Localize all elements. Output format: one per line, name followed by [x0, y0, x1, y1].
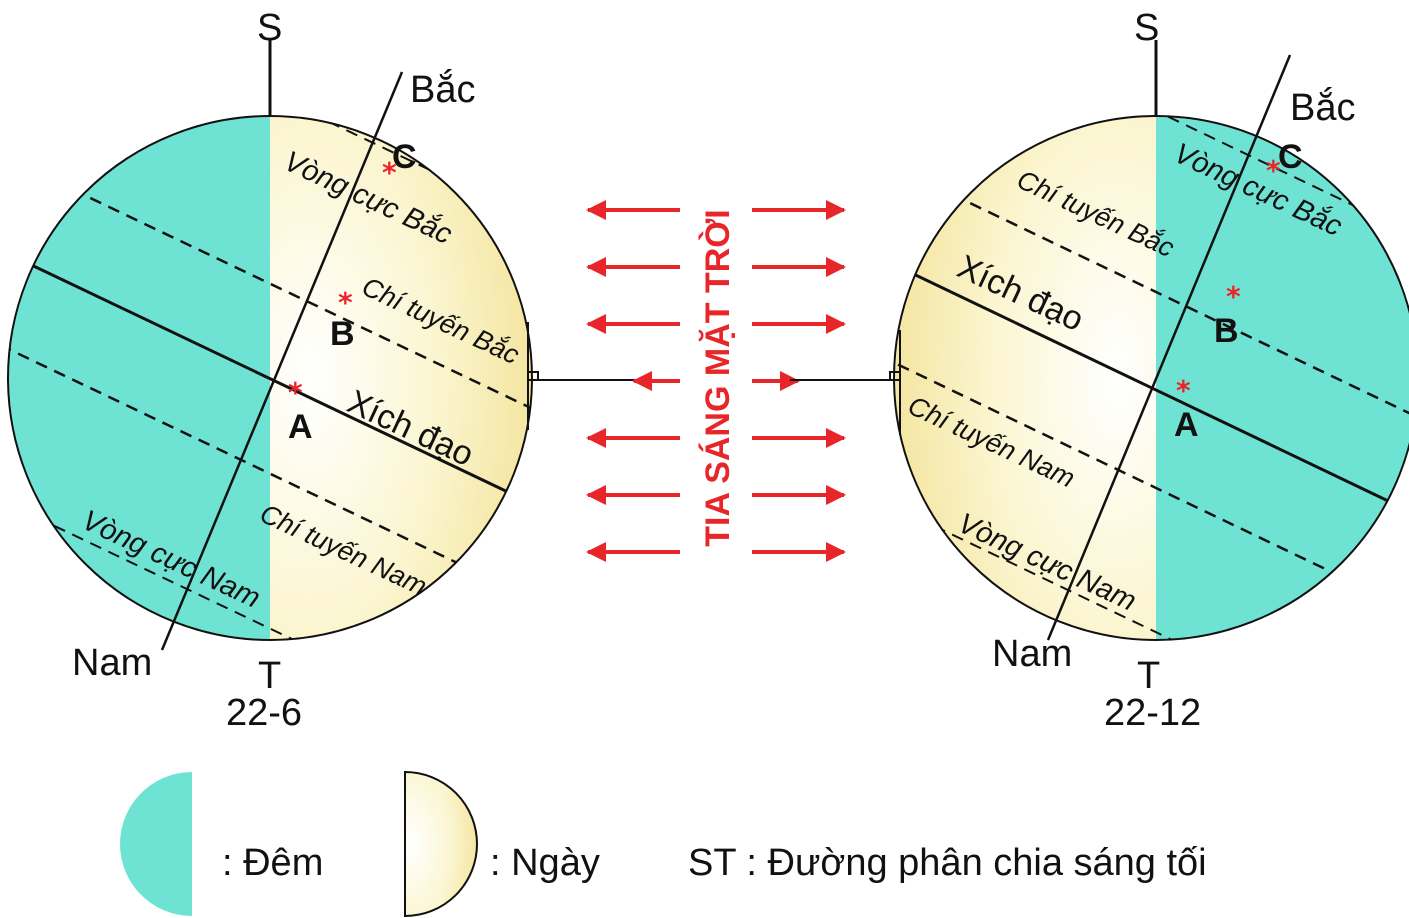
left-right-angle-mark — [528, 371, 539, 380]
right-globe: S Bắc Nam T 22-12 Vòng cực Bắc Chí tuyến… — [790, 7, 1409, 734]
right-axis-line — [1046, 54, 1292, 641]
right-point-a-marker: * — [1176, 374, 1191, 407]
left-s-label: S — [257, 7, 282, 49]
left-north-label: Bắc — [410, 68, 475, 111]
left-t-label: T — [258, 655, 281, 697]
right-south-label: Nam — [992, 633, 1072, 675]
left-night-half — [8, 116, 270, 640]
right-point-b-label: B — [1214, 312, 1239, 350]
left-axis-line — [160, 71, 404, 651]
right-arctic-circle-line — [1149, 116, 1409, 243]
right-north-label: Bắc — [1290, 86, 1355, 129]
left-south-label: Nam — [72, 642, 152, 684]
left-date-label: 22-6 — [226, 692, 302, 734]
left-point-c-marker: * — [382, 156, 397, 189]
left-point-a-marker: * — [288, 376, 303, 409]
sun-rays-label: TIA SÁNG MẶT TRỜI — [699, 209, 737, 547]
left-point-c-label: C — [392, 138, 417, 176]
legend-night-label: : Đêm — [222, 842, 323, 884]
right-day-half — [894, 116, 1156, 640]
legend-day-label: : Ngày — [490, 842, 600, 884]
right-night-half — [1156, 116, 1409, 640]
right-equator-line — [894, 256, 1409, 523]
right-antarctic-circle-line — [894, 499, 1261, 640]
left-point-b-label: B — [330, 315, 355, 353]
left-day-half — [270, 116, 532, 640]
right-s-label: S — [1134, 7, 1159, 49]
right-point-c-marker: * — [1266, 154, 1281, 187]
left-point-b-marker: * — [338, 286, 353, 319]
legend-day-swatch — [404, 770, 478, 918]
sun-ray-arrows — [586, 200, 846, 562]
legend: : Đêm : Ngày ST : Đường phân chia sáng t… — [120, 770, 1207, 918]
left-equator-line — [8, 248, 532, 557]
right-date-label: 22-12 — [1104, 692, 1201, 734]
right-point-a-label: A — [1174, 406, 1199, 444]
right-t-label: T — [1137, 655, 1160, 697]
legend-night-swatch — [120, 772, 192, 916]
right-point-c-label: C — [1278, 138, 1303, 176]
left-point-a-label: A — [288, 408, 313, 446]
left-globe: S Bắc Nam T 22-6 Vòng cực Bắc Chí tuyến … — [7, 7, 650, 734]
right-point-b-marker: * — [1226, 280, 1241, 313]
sun-rays: TIA SÁNG MẶT TRỜI — [586, 200, 846, 562]
right-right-angle-mark — [889, 371, 900, 380]
legend-st-label: ST : Đường phân chia sáng tối — [688, 842, 1207, 884]
right-tropic-cancer-line — [894, 158, 1409, 425]
